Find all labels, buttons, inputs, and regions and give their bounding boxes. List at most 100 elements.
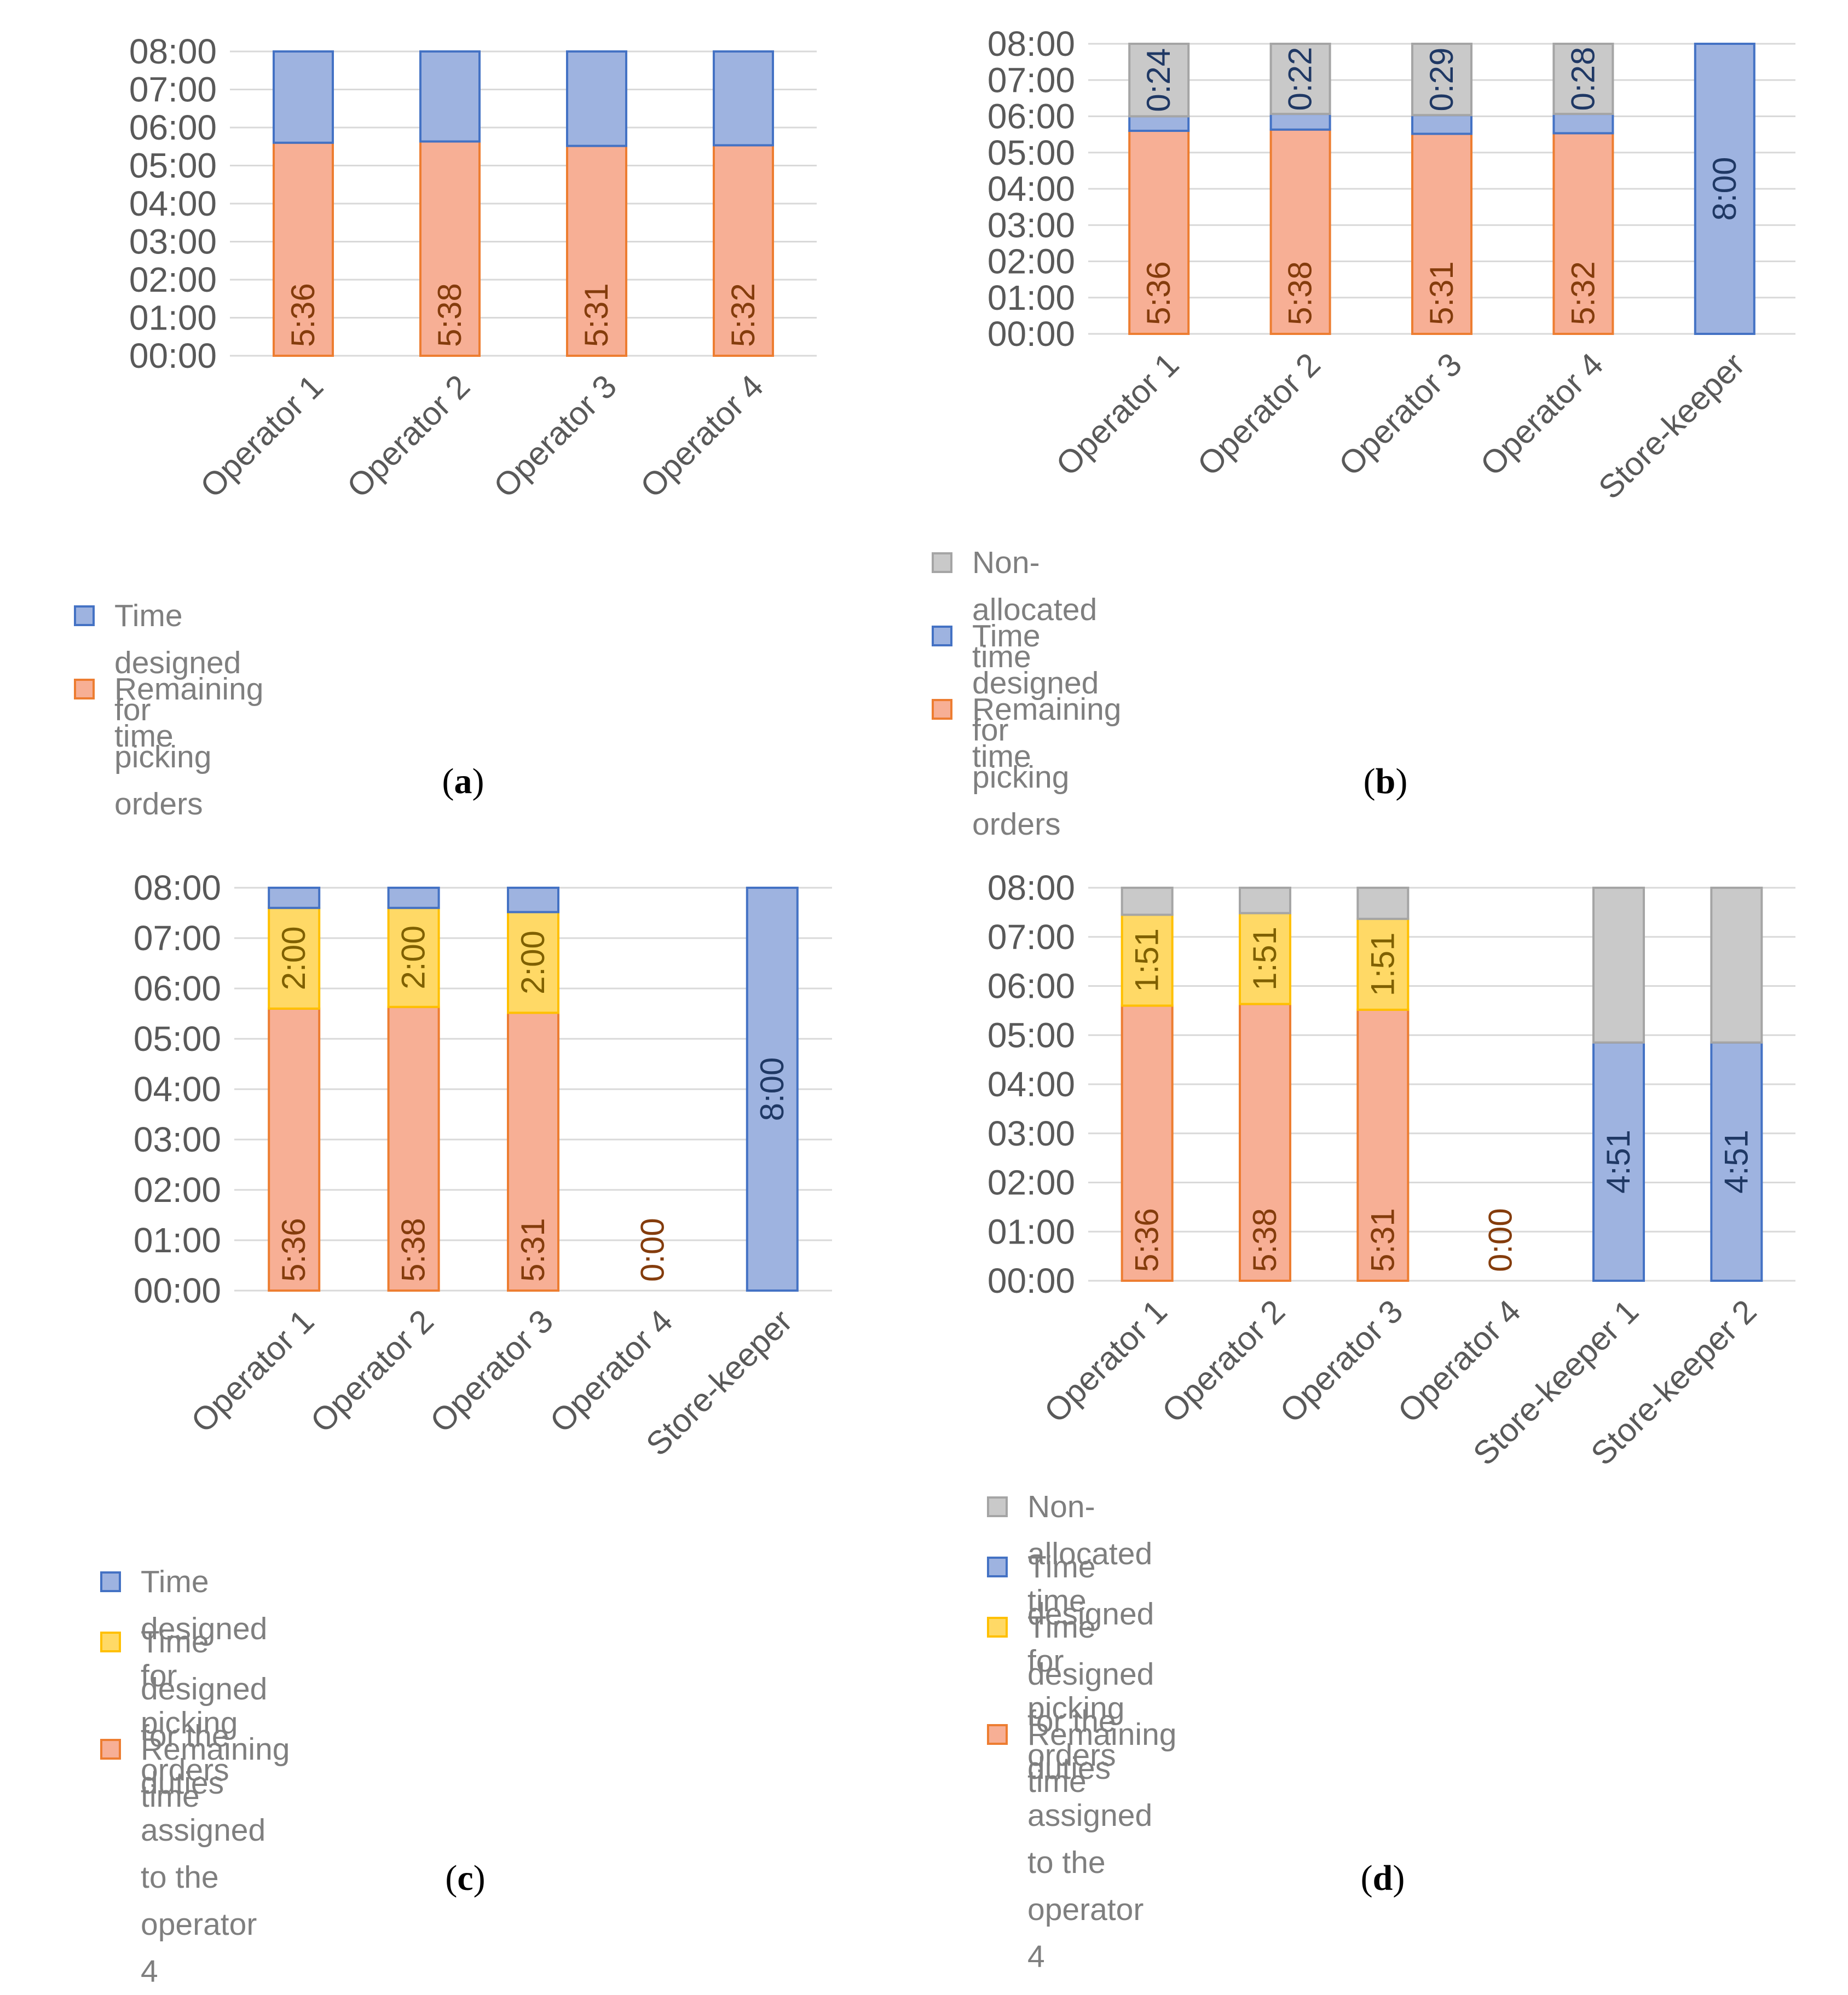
- bar-remaining: [387, 1005, 440, 1292]
- legend-label: Remaining time: [972, 692, 1122, 774]
- y-tick-label: 05:00: [987, 1015, 1075, 1055]
- y-tick-label: 01:00: [987, 278, 1075, 317]
- legend-label: Time designed for the duties assigned to…: [1027, 1610, 1154, 1974]
- legend-label: Time designed for picking orders: [972, 618, 1099, 842]
- bar-picking: [1592, 1041, 1645, 1282]
- data-label: 0:22: [1282, 47, 1319, 111]
- legend-item-duties: Time designed for the duties assigned to…: [100, 1618, 267, 1995]
- data-label: 5:32: [1564, 261, 1601, 325]
- legend-item-picking: Time designed for picking orders: [932, 612, 1099, 848]
- bar-remaining: [419, 140, 481, 357]
- legend-label: Non-allocated time: [972, 545, 1098, 674]
- caption-a: (a): [442, 761, 484, 801]
- x-tick-label: Operator 1: [1049, 346, 1186, 483]
- data-label: 5:31: [578, 283, 615, 347]
- bar-remaining: [1552, 132, 1614, 336]
- bar-picking: [713, 50, 774, 147]
- y-tick-label: 04:00: [129, 184, 217, 223]
- bar-picking: [419, 50, 481, 143]
- legend-swatch: [987, 1557, 1008, 1577]
- bar-nonalloc: [1239, 887, 1291, 915]
- data-label: 5:31: [1423, 261, 1460, 325]
- legend-item-remaining: Remaining time: [74, 666, 263, 760]
- x-tick-label: Operator 3: [1273, 1293, 1410, 1430]
- bar-remaining: [507, 1011, 559, 1292]
- legend-item-remaining: Remaining time: [987, 1711, 1176, 1805]
- x-tick-label: Operator 2: [304, 1303, 441, 1439]
- data-label: 5:36: [1129, 1208, 1165, 1272]
- bar-remaining: [1128, 130, 1190, 335]
- y-tick-label: 01:00: [134, 1221, 221, 1260]
- x-tick-label: Operator 4: [1473, 346, 1610, 483]
- bar-remaining: [713, 144, 774, 357]
- legend-swatch: [987, 1724, 1008, 1745]
- bar-remaining: [273, 141, 334, 357]
- legend-swatch: [987, 1617, 1008, 1638]
- y-tick-label: 00:00: [987, 314, 1075, 354]
- bar-duties: [268, 906, 321, 1010]
- data-label: 1:51: [1364, 932, 1401, 996]
- legend-item-nonalloc: Non-allocated time: [932, 539, 1097, 680]
- bar-picking: [1411, 114, 1472, 135]
- y-tick-label: 06:00: [987, 967, 1075, 1006]
- legend-label: Time designed for the duties assigned to…: [141, 1624, 268, 1989]
- y-tick-label: 04:00: [987, 169, 1075, 209]
- x-tick-label: Operator 1: [1037, 1293, 1174, 1430]
- y-tick-label: 06:00: [987, 97, 1075, 136]
- bar-picking: [746, 887, 799, 1292]
- x-tick-label: Operator 3: [1332, 346, 1469, 483]
- data-label: 0:28: [1564, 47, 1601, 111]
- legend-label: Non-allocated time: [1027, 1489, 1153, 1618]
- y-tick-label: 02:00: [987, 242, 1075, 281]
- legend-item-remaining: Remaining time: [932, 686, 1121, 780]
- chart-panel-d: 00:00 01:00 02:00 03:00 04:00 05:00 06:00 07:00…: [924, 821, 1848, 1974]
- y-tick-label: 08:00: [987, 868, 1075, 907]
- bar-picking: [1552, 113, 1614, 135]
- data-label: 5:31: [515, 1218, 551, 1282]
- bar-nonalloc: [1411, 43, 1472, 117]
- y-tick-label: 07:00: [129, 70, 217, 109]
- chart-panel-a: 00:00 01:00 02:00 03:00 04:00 05:00 06:00 07:00…: [0, 0, 924, 962]
- legend-label: Time designed for picking orders: [141, 1564, 268, 1788]
- data-label: 1:51: [1129, 928, 1165, 992]
- bar-picking: [1128, 115, 1190, 132]
- y-tick-label: 04:00: [134, 1069, 221, 1109]
- y-tick-label: 07:00: [134, 918, 221, 958]
- data-label: 5:32: [725, 283, 761, 347]
- bar-nonalloc: [1356, 887, 1410, 920]
- bar-remaining: [566, 144, 627, 357]
- legend-label: Remaining time: [114, 672, 264, 754]
- bar-picking: [273, 50, 334, 144]
- chart-panel-b: 00:00 01:00 02:00 03:00 04:00 05:00 06:00 07:00…: [924, 0, 1848, 962]
- x-tick-label: Store-keeper: [1591, 346, 1752, 506]
- legend-item-duties: Time designed for the duties assigned to…: [987, 1604, 1154, 1980]
- legend-swatch: [74, 605, 95, 626]
- y-tick-label: 05:00: [129, 146, 217, 186]
- y-tick-label: 03:00: [987, 205, 1075, 245]
- legend-swatch: [74, 679, 95, 699]
- y-tick-label: 06:00: [129, 108, 217, 147]
- x-tick-label: Operator 2: [1191, 346, 1327, 483]
- y-tick-label: 02:00: [134, 1170, 221, 1210]
- bar-nonalloc: [1128, 43, 1190, 118]
- legend-swatch: [987, 1496, 1008, 1517]
- y-tick-label: 02:00: [129, 260, 217, 299]
- bar-remaining: [268, 1007, 321, 1292]
- y-tick-label: 03:00: [129, 222, 217, 262]
- legend-item-picking: Time designed for picking orders: [74, 592, 241, 828]
- y-tick-label: 05:00: [134, 1019, 221, 1059]
- bar-picking: [387, 887, 440, 909]
- x-tick-label: Operator 2: [340, 368, 477, 505]
- bar-duties: [1121, 913, 1174, 1007]
- y-tick-label: 06:00: [134, 969, 221, 1008]
- chart-a-svg: 00:0001:0002:0003:0004:0005:0006:0007:00…: [129, 32, 817, 505]
- chart-b-svg: 00:0001:0002:0003:0004:0005:0006:0007:00…: [987, 24, 1795, 506]
- data-label: 8:00: [1706, 157, 1743, 221]
- data-label: 0:00: [634, 1218, 671, 1282]
- y-tick-label: 08:00: [134, 868, 221, 907]
- legend-label: Time designed for picking orders: [114, 598, 241, 822]
- bar-remaining: [1356, 1008, 1410, 1282]
- chart-d-svg: 00:00 01:00 02:00 03:00 04:00 05:00 06:00 07:00…: [987, 868, 1795, 1472]
- y-tick-label: 07:00: [987, 917, 1075, 957]
- bar-nonalloc: [1592, 887, 1645, 1044]
